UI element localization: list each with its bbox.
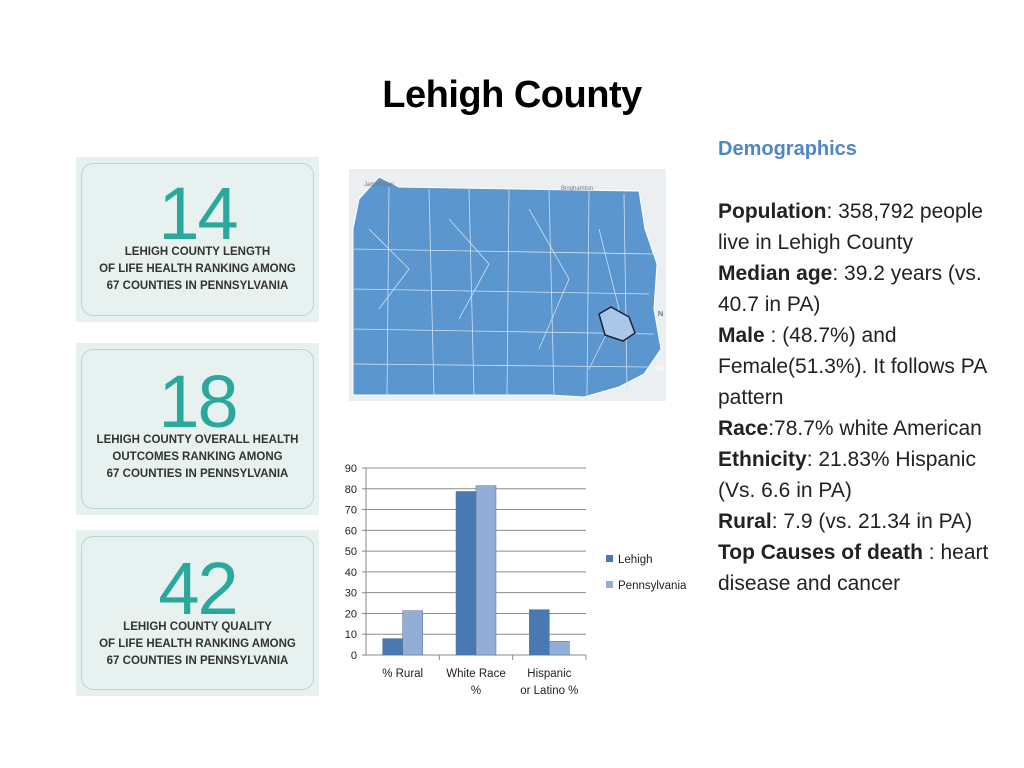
- median-age-label: Median age: [718, 262, 833, 285]
- gender-text: : (48.7%) and Female(51.3%). It follows …: [718, 324, 987, 409]
- bar-pennsylvania: [475, 485, 497, 656]
- bar-lehigh: [455, 491, 477, 656]
- caption-line: LEHIGH COUNTY QUALITY: [123, 621, 272, 633]
- y-tick-label: 50: [345, 546, 357, 558]
- card-frame: [81, 349, 314, 509]
- x-tick-label: Hispanic: [527, 668, 571, 680]
- page-title: Lehigh County: [382, 74, 642, 116]
- male-label: Male: [718, 324, 765, 347]
- y-tick-label: 20: [345, 608, 357, 620]
- lehigh-county-highlight: [598, 306, 636, 342]
- ethnicity-text: : 21.83% Hispanic (Vs. 6.6 in PA): [718, 448, 976, 502]
- caption-line: 67 COUNTIES IN PENNSYLVANIA: [106, 280, 289, 292]
- card-frame: [81, 536, 314, 690]
- y-tick-label: 40: [345, 567, 357, 579]
- causes-text: : heart disease and cancer: [718, 541, 989, 595]
- demographics-panel: Demographics Population: 358,792 people …: [718, 134, 1008, 599]
- y-tick-label: 80: [345, 484, 357, 496]
- legend-label-pennsylvania: Pennsylvania: [618, 580, 687, 592]
- caption-line: 67 COUNTIES IN PENNSYLVANIA: [106, 468, 289, 480]
- map-label: Jamestown: [364, 182, 394, 188]
- rural-label: Rural: [718, 510, 772, 533]
- x-tick-label: or Latino %: [520, 685, 578, 697]
- race-item: Race:78.7% white American: [718, 413, 1008, 444]
- ethnicity-label: Ethnicity: [718, 448, 807, 471]
- y-tick-label: 70: [345, 505, 357, 517]
- y-tick-label: 30: [345, 588, 357, 600]
- ranking-caption: LEHIGH COUNTY QUALITY OF LIFE HEALTH RAN…: [80, 619, 315, 670]
- legend-swatch-lehigh: [606, 555, 613, 562]
- y-tick-label: 90: [345, 463, 357, 475]
- x-tick-label: % Rural: [382, 668, 423, 680]
- y-tick-label: 0: [351, 650, 357, 662]
- legend-swatch-pennsylvania: [606, 581, 613, 588]
- y-tick-label: 60: [345, 525, 357, 537]
- ranking-number: 18: [158, 360, 238, 443]
- chart-svg: 0 10 20 30 40 50 60 70 80 90 % Rural White Race% His…: [345, 463, 687, 697]
- bar-pennsylvania: [402, 610, 423, 656]
- card-frame: [81, 163, 314, 316]
- map-label: Binghamton: [561, 186, 593, 192]
- caption-line: OF LIFE HEALTH RANKING AMONG: [99, 638, 296, 650]
- caption-line: OF LIFE HEALTH RANKING AMONG: [99, 263, 296, 275]
- x-tick-label: %: [471, 685, 481, 697]
- causes-label: Top Causes of death: [718, 541, 923, 564]
- population-text: : 358,792 people live in Lehigh County: [718, 200, 983, 254]
- demographics-heading: Demographics: [718, 138, 857, 160]
- median-age-text: : 39.2 years (vs. 40.7 in PA): [718, 262, 982, 316]
- causes-item: Top Causes of death : heart disease and …: [718, 537, 1008, 599]
- ranking-card-quality-of-life: 42 LEHIGH COUNTY QUALITY OF LIFE HEALTH …: [76, 530, 319, 696]
- caption-line: LEHIGH COUNTY OVERALL HEALTH: [96, 434, 299, 446]
- ranking-number: 14: [158, 172, 238, 255]
- ethnicity-item: Ethnicity: 21.83% Hispanic (Vs. 6.6 in P…: [718, 444, 1008, 506]
- ranking-card-length-of-life: 14 LEHIGH COUNTY LENGTH OF LIFE HEALTH R…: [76, 157, 319, 322]
- population-label: Population: [718, 200, 827, 223]
- map-svg: Jamestown Binghamton NE N: [349, 169, 666, 401]
- caption-line: LEHIGH COUNTY LENGTH: [124, 246, 271, 258]
- rural-text: : 7.9 (vs. 21.34 in PA): [771, 510, 973, 533]
- population-item: Population: 358,792 people live in Lehig…: [718, 196, 1008, 258]
- race-text: :78.7% white American: [768, 417, 982, 440]
- ranking-caption: LEHIGH COUNTY LENGTH OF LIFE HEALTH RANK…: [80, 244, 315, 295]
- map-label: N: [658, 311, 663, 318]
- bar-lehigh: [382, 638, 403, 656]
- y-tick-label: 10: [345, 629, 357, 641]
- bar-pennsylvania: [549, 641, 570, 656]
- median-age-item: Median age: 39.2 years (vs. 40.7 in PA): [718, 258, 1008, 320]
- ranking-card-health-outcomes: 18 LEHIGH COUNTY OVERALL HEALTH OUTCOMES…: [76, 343, 319, 515]
- caption-line: OUTCOMES RANKING AMONG: [112, 451, 283, 463]
- bar-lehigh: [529, 609, 550, 656]
- x-tick-label: White Race: [446, 668, 505, 680]
- caption-line: 67 COUNTIES IN PENNSYLVANIA: [106, 655, 289, 667]
- map-label: NE: [655, 366, 665, 373]
- gender-item: Male : (48.7%) and Female(51.3%). It fol…: [718, 320, 1008, 413]
- legend-label-lehigh: Lehigh: [618, 554, 653, 566]
- ranking-caption: LEHIGH COUNTY OVERALL HEALTH OUTCOMES RA…: [80, 432, 315, 483]
- pennsylvania-county-map: Jamestown Binghamton NE N: [349, 169, 666, 401]
- rural-item: Rural: 7.9 (vs. 21.34 in PA): [718, 506, 1008, 537]
- ranking-number: 42: [158, 547, 238, 630]
- demographics-bar-chart: 0 10 20 30 40 50 60 70 80 90 % Rural White Race% His…: [330, 455, 700, 705]
- race-label: Race: [718, 417, 769, 440]
